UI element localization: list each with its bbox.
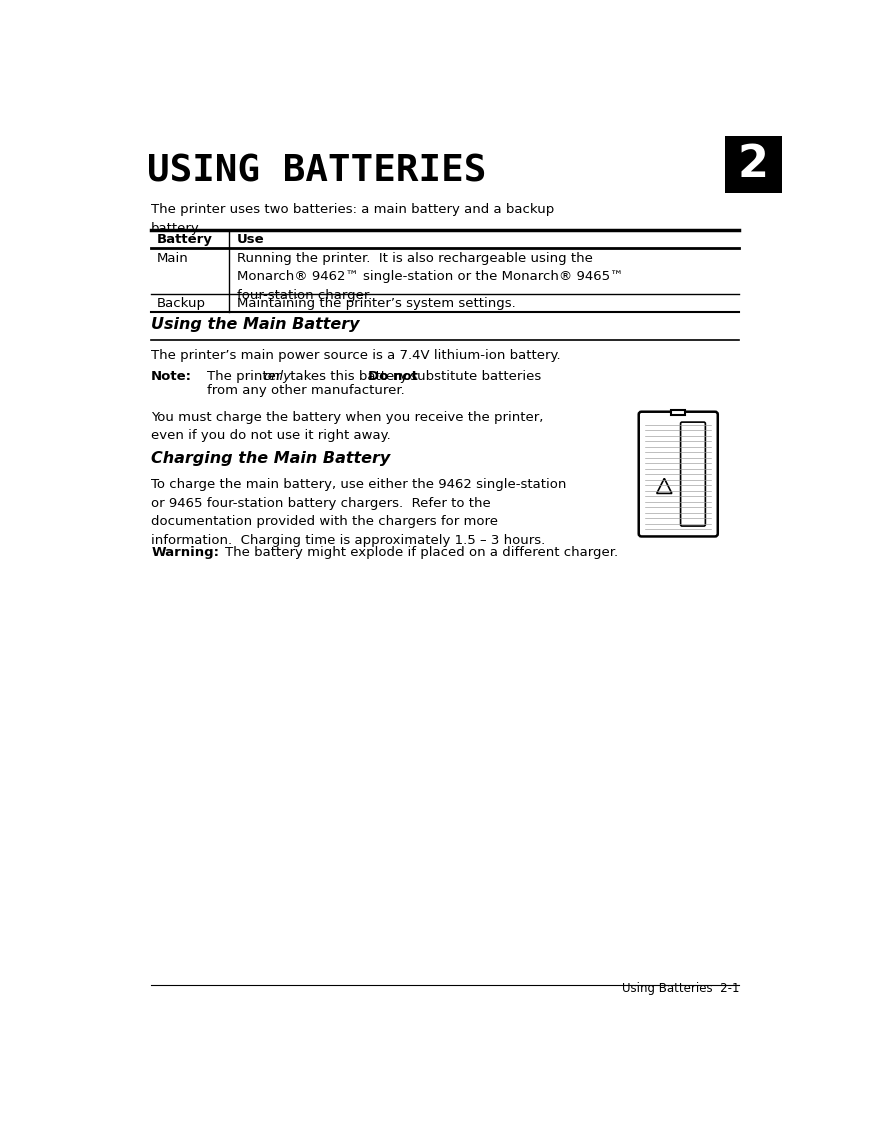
Polygon shape [657, 479, 672, 493]
FancyBboxPatch shape [680, 422, 706, 526]
Text: from any other manufacturer.: from any other manufacturer. [207, 384, 405, 397]
Text: The battery might explode if placed on a different charger.: The battery might explode if placed on a… [208, 546, 618, 559]
Text: Battery: Battery [156, 233, 213, 247]
Text: Main: Main [156, 251, 189, 265]
Text: Using the Main Battery: Using the Main Battery [151, 317, 360, 332]
Text: Do not: Do not [368, 370, 418, 383]
Text: USING BATTERIES: USING BATTERIES [148, 153, 487, 190]
Text: takes this battery.: takes this battery. [286, 370, 418, 383]
FancyBboxPatch shape [639, 412, 718, 537]
Text: Use: Use [236, 233, 264, 247]
Text: substitute batteries: substitute batteries [406, 370, 541, 383]
Text: The printer: The printer [207, 370, 286, 383]
Bar [725, 136, 782, 193]
Text: You must charge the battery when you receive the printer,
even if you do not use: You must charge the battery when you rec… [151, 410, 544, 442]
Text: Maintaining the printer’s system settings.: Maintaining the printer’s system setting… [236, 297, 515, 309]
Text: Backup: Backup [156, 297, 206, 309]
Text: Using Batteries  2-1: Using Batteries 2-1 [622, 982, 740, 995]
Text: The printer uses two batteries: a main battery and a backup
battery.: The printer uses two batteries: a main b… [151, 204, 554, 235]
Text: To charge the main battery, use either the 9462 single-station
or 9465 four-stat: To charge the main battery, use either t… [151, 479, 567, 547]
Text: Note:: Note: [151, 370, 192, 383]
Text: The printer’s main power source is a 7.4V lithium-ion battery.: The printer’s main power source is a 7.4… [151, 349, 561, 363]
Text: 2: 2 [738, 143, 769, 186]
Text: Charging the Main Battery: Charging the Main Battery [151, 450, 390, 465]
Text: only: only [263, 370, 292, 383]
Text: Warning:: Warning: [151, 546, 219, 559]
Text: Running the printer.  It is also rechargeable using the
Monarch® 9462™ single-st: Running the printer. It is also recharge… [236, 251, 623, 301]
Bar [671, 409, 686, 415]
